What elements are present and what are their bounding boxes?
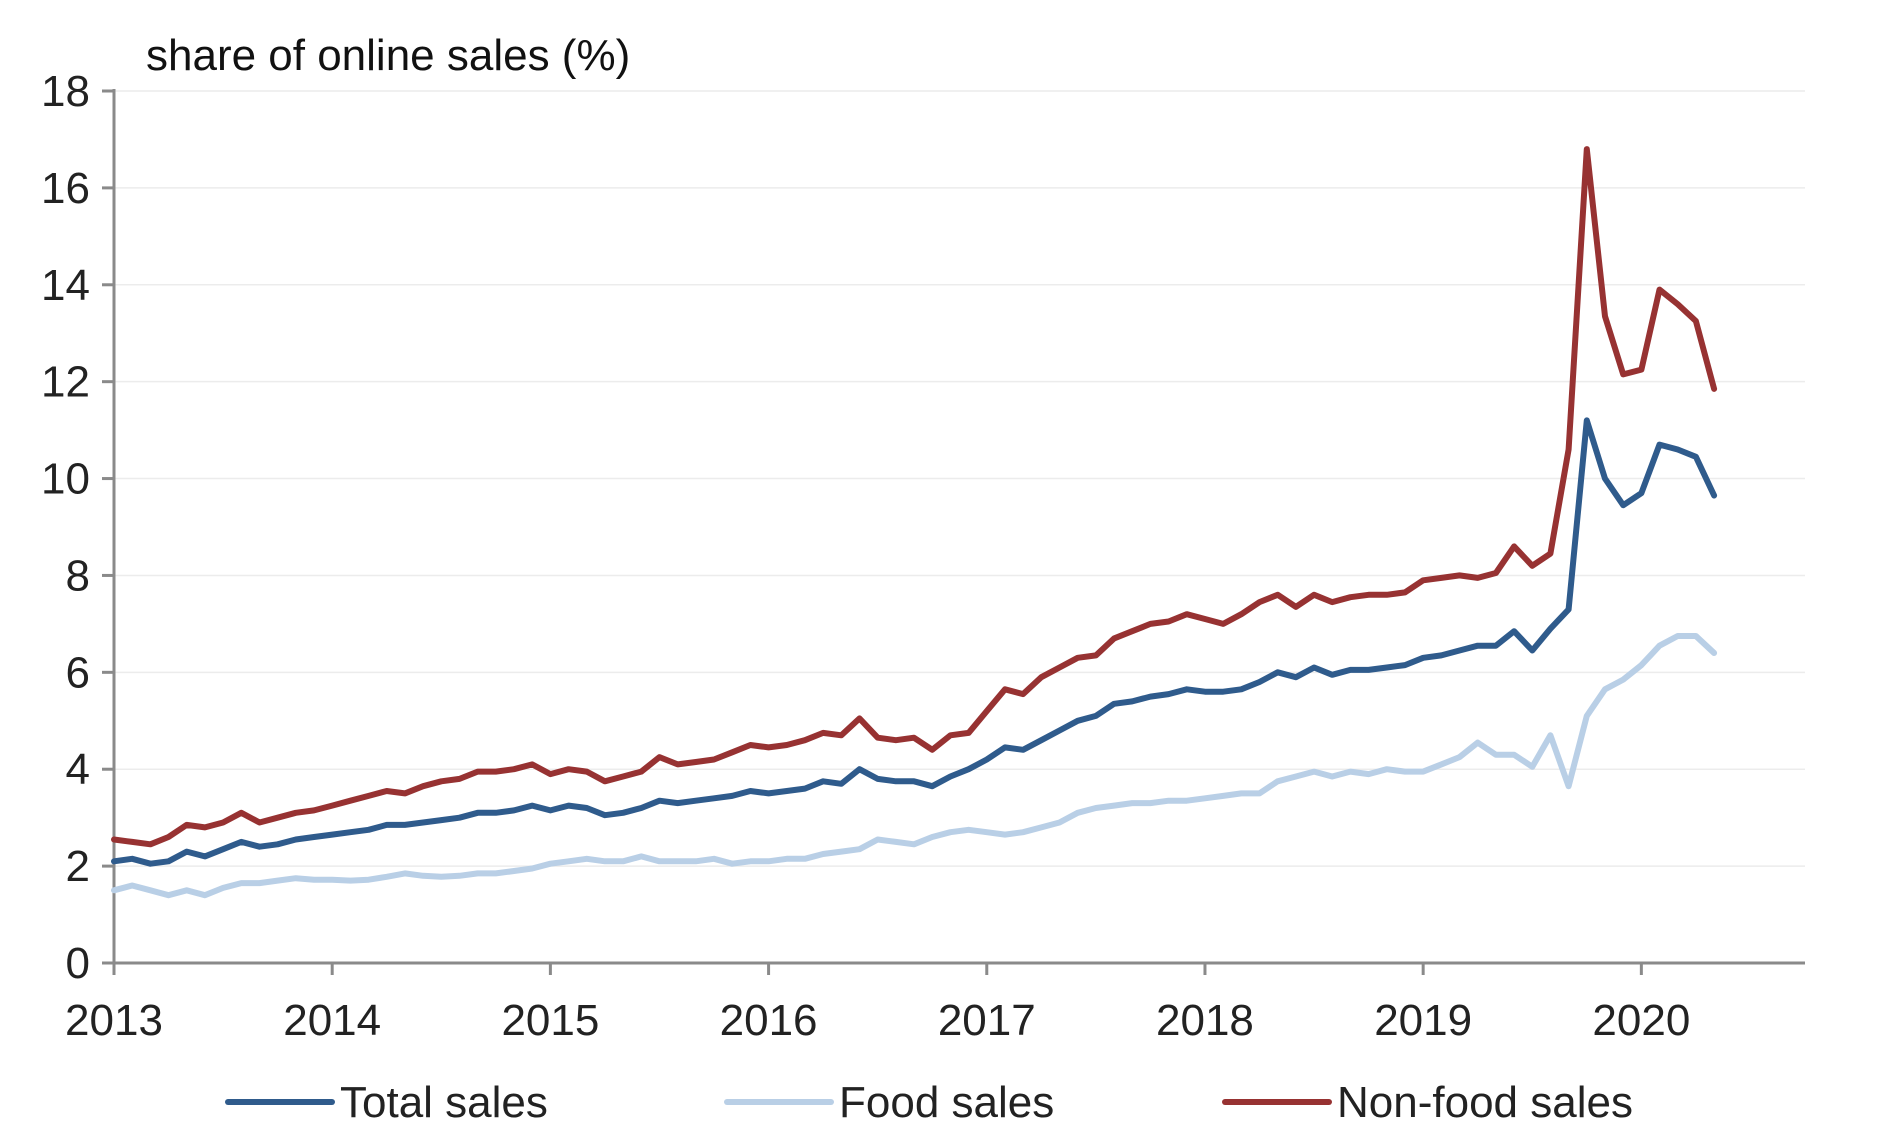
series-line-food-sales: [111, 633, 1718, 899]
x-tick-label: 2018: [1156, 996, 1254, 1045]
y-tick-label: 6: [66, 648, 90, 697]
gridlines: [114, 90, 1805, 867]
y-axis-title: share of online sales (%): [146, 31, 630, 80]
x-tick-label: 2016: [720, 996, 818, 1045]
y-tick-label: 18: [41, 67, 90, 116]
x-tick-label: 2015: [501, 996, 599, 1045]
y-tick-label: 12: [41, 358, 90, 407]
axes: [112, 89, 1805, 965]
legend-item: Total sales: [225, 1078, 548, 1127]
series-line-total-sales: [111, 417, 1718, 867]
y-tick-label: 16: [41, 164, 90, 213]
x-tick-label: 2014: [283, 996, 381, 1045]
x-tick-label: 2017: [938, 996, 1036, 1045]
legend-item: Food sales: [724, 1078, 1054, 1127]
y-tick-label: 8: [66, 551, 90, 600]
y-tick-label: 0: [66, 939, 90, 988]
x-tick-label: 2020: [1592, 996, 1690, 1045]
y-tick-label: 10: [41, 455, 90, 504]
series-line-non-food-sales: [111, 146, 1718, 848]
y-tick-label: 2: [66, 842, 90, 891]
legend: Total sales Food sales Non-food sales: [225, 1078, 1633, 1127]
y-tick-label: 14: [41, 261, 90, 310]
legend-label: Food sales: [839, 1078, 1054, 1127]
y-tick-label: 4: [66, 745, 90, 794]
x-tick-label: 2019: [1374, 996, 1472, 1045]
ticks: 0 2 4 6 8 10 12 14 16 18 2013 2014 2015 2016 2017 2018 2…: [41, 67, 1690, 1045]
x-tick-label: 2013: [65, 996, 163, 1045]
series-lines: [111, 146, 1718, 899]
legend-label: Total sales: [340, 1078, 548, 1127]
legend-item: Non-food sales: [1222, 1078, 1633, 1127]
legend-label: Non-food sales: [1337, 1078, 1633, 1127]
